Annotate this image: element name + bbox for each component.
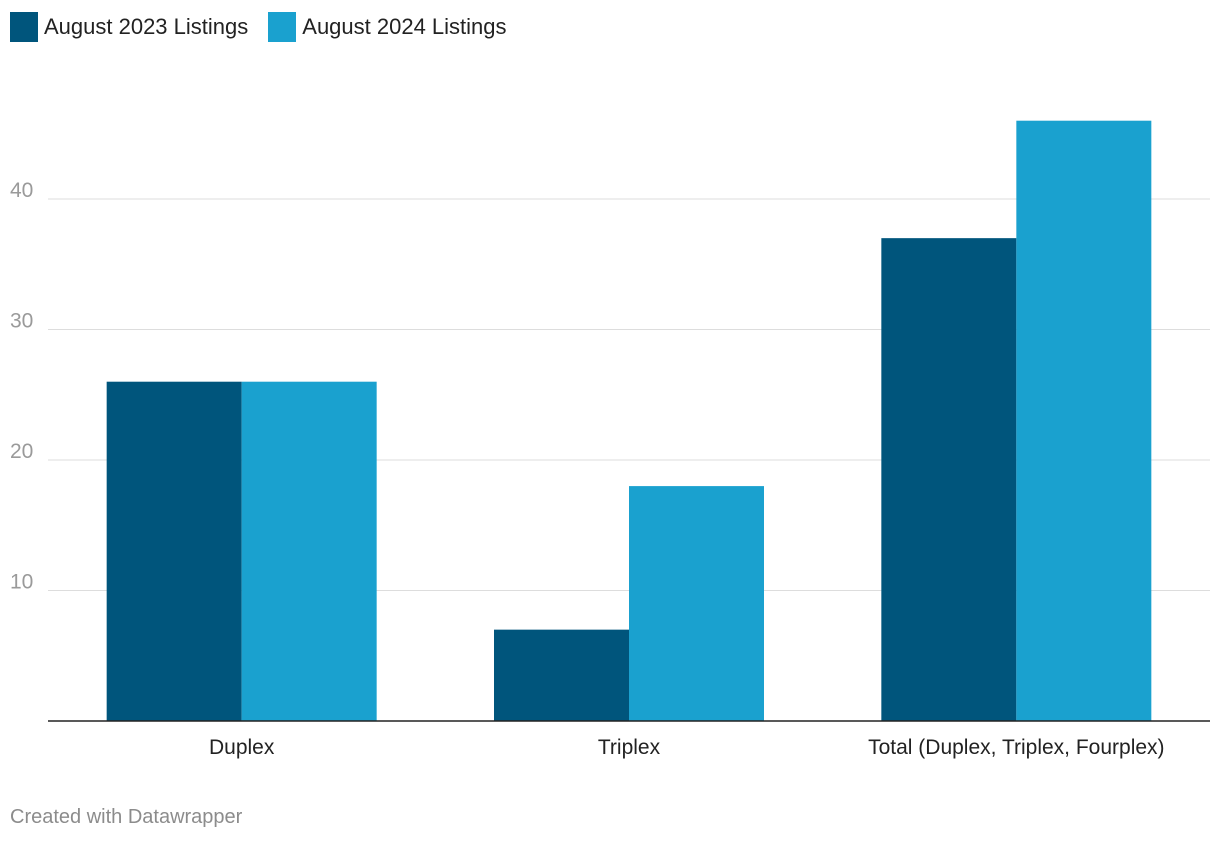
y-tick-label-20: 20 [10, 440, 33, 463]
legend-item-2024: August 2024 Listings [268, 12, 507, 42]
legend-label-2023: August 2023 Listings [44, 14, 249, 39]
y-tick-label-30: 30 [10, 310, 33, 333]
bar-2023-3 [881, 238, 1017, 721]
chart-legend: August 2023 Listings August 2024 Listing… [10, 12, 507, 42]
bar-chart: 10 20 30 40 Duplex Triplex Total (Duplex, Trip… [10, 120, 1210, 759]
legend-label-2024: August 2024 Listings [302, 14, 507, 39]
legend-swatch-2024 [268, 12, 297, 42]
bar-2024-3 [1016, 120, 1152, 721]
bar-2024-2 [629, 486, 764, 721]
bar-2024-1 [241, 381, 377, 721]
datawrapper-credit: Created with Datawrapper [10, 806, 243, 828]
bar-2023-1 [106, 381, 242, 721]
y-tick-label-40: 40 [10, 179, 33, 202]
legend-swatch-2023 [10, 12, 38, 42]
legend-item-2023: August 2023 Listings [10, 12, 248, 42]
x-tick-label-3: Total (Duplex, Triplex, Fourplex) [868, 736, 1164, 759]
x-tick-label-1: Duplex [209, 736, 275, 759]
bar-2023-2 [494, 629, 629, 721]
y-tick-label-10: 10 [10, 571, 33, 594]
x-tick-label-2: Triplex [598, 736, 661, 759]
